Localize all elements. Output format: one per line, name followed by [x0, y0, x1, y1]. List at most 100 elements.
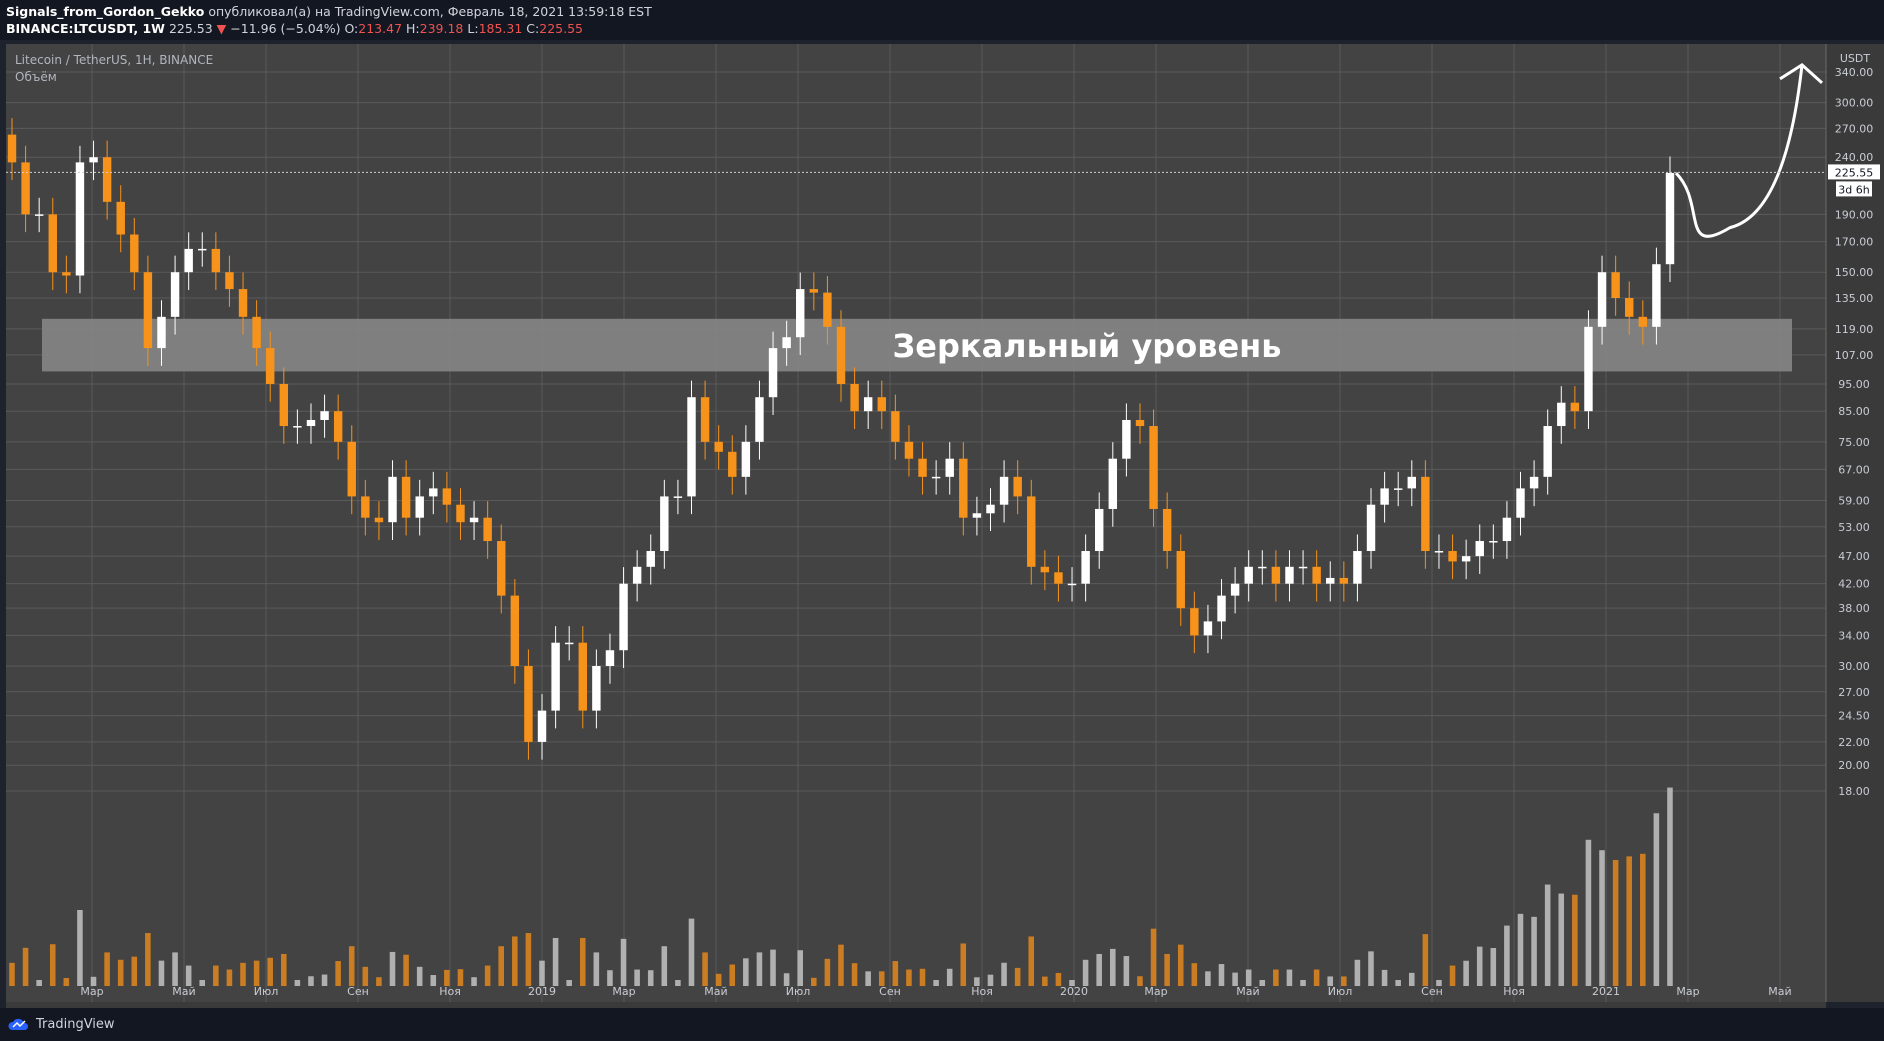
candle-body	[1489, 541, 1498, 543]
candle-body	[469, 517, 479, 523]
candle-body	[1040, 566, 1050, 573]
candle-body	[1054, 572, 1063, 584]
candle-body	[388, 476, 397, 523]
candle-body	[1108, 458, 1118, 509]
low-label: L:	[467, 21, 479, 36]
volume-bar	[471, 977, 477, 986]
price-tick: 42.00	[1838, 578, 1870, 591]
candle-body	[333, 411, 343, 442]
volume-bar	[824, 958, 831, 986]
price-axis-background	[1826, 44, 1884, 1002]
candle-body	[1339, 577, 1349, 584]
volume-bar	[9, 962, 15, 986]
candle-body	[619, 583, 628, 651]
volume-bar	[1476, 946, 1483, 986]
candle-body	[673, 496, 683, 498]
price-tick: 59.00	[1838, 495, 1870, 508]
candle-body	[605, 650, 615, 667]
candle-body	[497, 541, 506, 596]
currency-label: USDT	[1840, 52, 1871, 65]
volume-bar	[1544, 884, 1551, 986]
candle-body	[1421, 476, 1430, 552]
candle-body	[1393, 488, 1403, 490]
volume-bar	[185, 965, 192, 986]
price-tick: 135.00	[1835, 292, 1874, 305]
time-tick: Мар	[1676, 985, 1699, 998]
volume-bar	[63, 977, 70, 986]
candle-body	[1285, 566, 1294, 584]
volume-bar	[661, 946, 668, 986]
grid	[6, 44, 1826, 1002]
candle-body	[89, 157, 98, 163]
candle-body	[1027, 496, 1036, 567]
volume-bar	[1177, 944, 1184, 986]
candle-body	[1271, 566, 1281, 584]
candle-body	[21, 162, 30, 215]
volume-bar	[1368, 951, 1374, 986]
candle-body	[198, 248, 207, 251]
candle-body	[1135, 419, 1145, 427]
volume-bar	[1381, 969, 1388, 986]
price-axis[interactable]: 340.00 300.00 270.00 240.00 190.00 170.00 150.…	[1835, 66, 1874, 798]
volume-bar	[1245, 969, 1252, 986]
candle-body	[1013, 476, 1022, 497]
candle-body	[877, 397, 886, 412]
plot-background	[6, 44, 1826, 1002]
candle-body	[184, 248, 193, 273]
volume-bar	[1449, 965, 1456, 986]
candle-body	[306, 419, 316, 427]
tradingview-logo[interactable]: TradingView	[8, 1016, 115, 1032]
candle-body	[320, 411, 329, 420]
volume-bar	[1667, 787, 1673, 986]
candle-body	[1652, 264, 1661, 327]
volume-bar	[1599, 850, 1605, 986]
candle-body	[1611, 272, 1620, 299]
candle-body	[374, 517, 384, 523]
candle-body	[510, 595, 520, 667]
candle-body	[931, 476, 941, 479]
volume-bar	[1313, 969, 1320, 986]
volume-bar	[811, 977, 817, 986]
open-label: O:	[344, 21, 359, 36]
time-tick: Май	[704, 985, 727, 998]
candle-body	[1475, 541, 1484, 557]
volume-bar	[240, 962, 246, 986]
down-arrow-icon: ▼	[216, 21, 227, 36]
price-tick: 85.00	[1838, 405, 1870, 418]
candle-body	[836, 326, 846, 384]
volume-bar	[946, 968, 953, 986]
volume-bar	[987, 974, 994, 986]
volume-bar	[1422, 934, 1429, 986]
author-name[interactable]: Signals_from_Gordon_Gekko	[6, 4, 205, 19]
price-chart[interactable]: 340.00 300.00 270.00 240.00 190.00 170.00 150.…	[0, 40, 1884, 1008]
time-axis[interactable]: Мар Май Июл Сен Ноя 2019 Мар Май Июл Сен Ноя 2020 Ма…	[80, 985, 1791, 998]
volume-bar	[1164, 953, 1170, 986]
candle-body	[972, 513, 982, 518]
volume-bar	[131, 956, 138, 986]
volume-bar	[743, 958, 749, 986]
price-tick: 22.00	[1838, 736, 1870, 749]
volume-bar	[593, 952, 600, 986]
candle-body	[850, 383, 859, 412]
volume-bar	[1191, 963, 1198, 986]
volume-bar	[1286, 969, 1293, 986]
projection-layer	[1674, 63, 1824, 238]
volume-bar	[851, 963, 858, 986]
time-tick: 2019	[528, 985, 556, 998]
volume-bar	[1001, 962, 1007, 986]
candle-body	[660, 496, 669, 552]
time-tick: Ноя	[1503, 985, 1525, 998]
volume-bar	[566, 980, 572, 986]
volume-bar	[878, 971, 885, 986]
price-tick: 47.00	[1838, 550, 1870, 563]
mirror-zone	[42, 318, 1792, 372]
candle-body	[1638, 316, 1648, 327]
volume-bar	[702, 952, 708, 986]
volume-bar	[715, 973, 722, 986]
time-axis-background	[6, 1002, 1826, 1008]
candle-body	[1149, 426, 1158, 509]
time-tick: Мар	[1144, 985, 1167, 998]
time-tick: Мар	[612, 985, 635, 998]
price-tick: 38.00	[1838, 602, 1870, 615]
candle-body	[646, 551, 655, 567]
